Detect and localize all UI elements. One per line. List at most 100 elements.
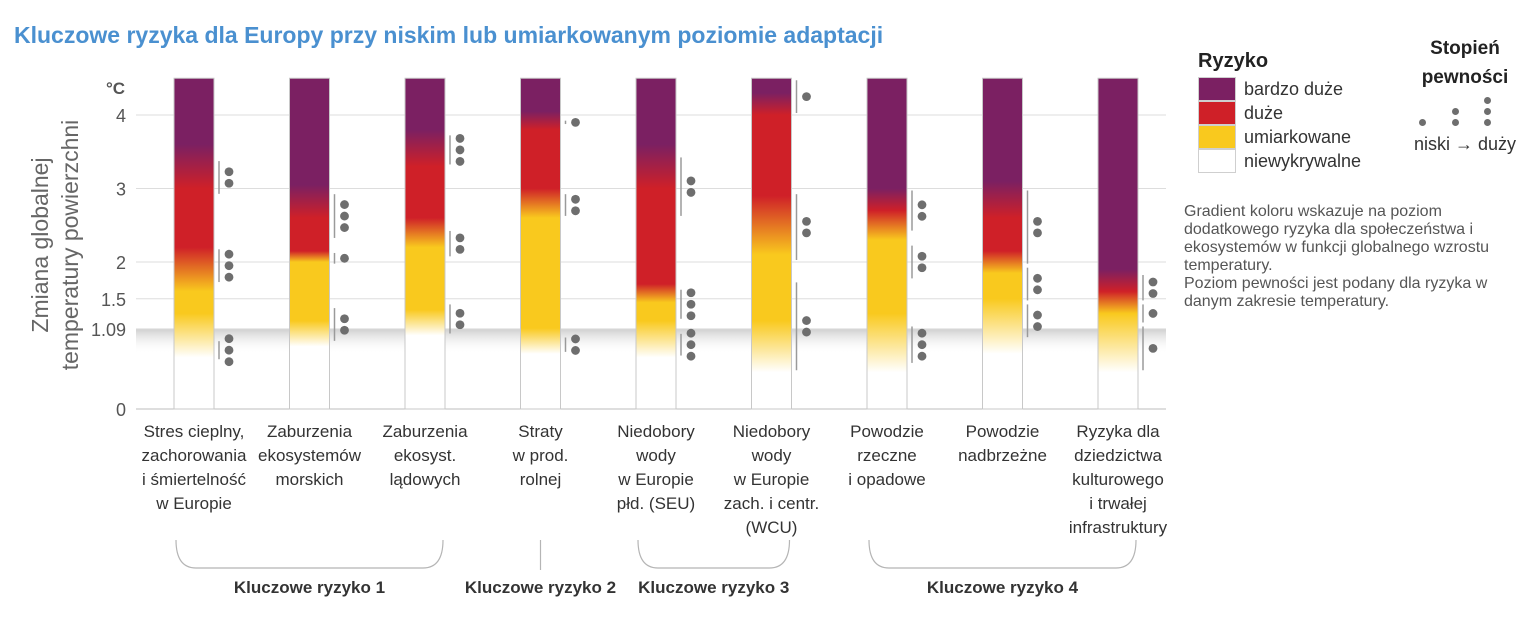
legend-title: Ryzyko [1198,50,1269,72]
confidence-dot [1033,310,1042,320]
confidence-dot [917,200,927,210]
legend-swatch-moderate [1198,125,1236,149]
group-label: Kluczowe ryzyko 2 [465,578,616,597]
confidence-legend: Stopień pewności niski → duży [1405,34,1525,155]
category-label: Zaburzenia ekosyst. lądowych [382,422,468,489]
category-label-line: zach. i centr. [724,494,819,513]
confidence-title-line1: Stopień [1430,38,1500,59]
confidence-low-dot [1419,119,1426,126]
confidence-dot [1148,289,1158,298]
category-label-line: Ryzyka dla [1076,422,1160,441]
group-label: Kluczowe ryzyko 3 [638,578,789,597]
confidence-dot [340,253,349,263]
y-axis-label-line1: Zmiana globalnej [27,157,53,332]
confidence-dot [455,134,465,143]
confidence-dot [1148,309,1158,318]
y-tick-label: 1.5 [101,290,126,310]
confidence-dot [340,223,349,232]
risk-bar [866,77,908,410]
note-paragraph-1: Gradient koloru wskazuje na poziom dodat… [1184,203,1490,274]
group-brace [175,539,444,569]
category-label-line: Zaburzenia [382,422,468,441]
confidence-dot [455,145,465,155]
confidence-dot [917,351,927,361]
explanation-note: Gradient koloru wskazuje na poziom dodat… [1184,203,1529,311]
confidence-title: Stopień pewności [1405,34,1525,92]
chart-title: Kluczowe ryzyka dla Europy przy niskim l… [14,22,884,48]
category-label-line: w Europie [155,494,232,513]
risk-bar [289,77,330,410]
group-brace [637,539,791,569]
legend-swatch-undetectable [1198,149,1236,173]
category-label: Powodzie nadbrzeżne [958,422,1047,465]
note-paragraph-2: Poziom pewności jest podany dla ryzyka w… [1184,275,1488,310]
risk-legend: Ryzyko bardzo duże duże umiarkowane niew… [1198,50,1398,173]
confidence-dot [571,334,580,344]
confidence-medium-dot [1452,119,1459,126]
confidence-dots-icon [1405,96,1525,134]
category-label: Zaburzenia ekosystemów morskich [258,422,362,489]
category-label: Stres cieplny, zachorowania i śmiertelność… [142,422,247,513]
legend-item-high: duże [1198,101,1398,125]
category-label: Powodzie rzeczne i opadowe [848,422,926,489]
category-label-line: lądowych [390,470,461,489]
confidence-high-dot [1484,108,1491,115]
confidence-title-line2: pewności [1421,67,1509,88]
confidence-dot [1033,273,1042,283]
risk-bar [520,77,561,410]
legend-item-moderate: umiarkowane [1198,125,1398,149]
category-label: Ryzyka dla dziedzictwa kulturowego i trwałe… [1069,422,1168,537]
confidence-dot [571,206,580,216]
category-label-line: infrastruktury [1069,518,1168,537]
category-label-line: w Europie [617,470,694,489]
confidence-dot [455,244,465,254]
risk-bar [404,77,446,410]
confidence-dot [686,311,696,321]
confidence-dot [686,340,696,350]
group-label: Kluczowe ryzyko 1 [234,578,385,597]
category-label-line: Zaburzenia [267,422,353,441]
confidence-dot [224,357,234,367]
legend-label-high: duże [1244,102,1284,123]
confidence-dot [224,249,234,259]
category-label-line: (WCU) [746,518,798,537]
y-tick-label: 1.09 [91,320,126,340]
confidence-dot [802,316,811,325]
confidence-dot [917,328,927,338]
legend-item-very-high: bardzo duże [1198,77,1398,101]
confidence-dot [917,340,927,350]
category-label: Niedobory wody w Europie zach. i centr. (WCU… [724,422,819,537]
legend-label-moderate: umiarkowane [1244,126,1352,147]
legend-label-undetectable: niewykrywalne [1244,150,1362,171]
confidence-dot [571,194,580,204]
group-brace [868,539,1137,569]
category-label-line: rzeczne [857,446,917,465]
legend-swatch-very-high [1198,77,1236,101]
confidence-high-dot [1484,119,1491,126]
confidence-dot [686,176,696,186]
confidence-medium-dot [1452,108,1459,115]
confidence-dot [224,345,234,355]
confidence-dot [224,167,234,177]
confidence-scale-label: niski → duży [1413,134,1517,154]
confidence-dot [917,251,927,261]
confidence-dot [340,325,349,335]
y-tick-label: 0 [116,400,126,420]
category-label-line: dziedzictwa [1074,446,1162,465]
category-label-line: rolnej [520,470,562,489]
category-label-line: wody [751,446,792,465]
y-tick-label: 4 [116,106,126,126]
confidence-dot [455,157,465,166]
confidence-dot [686,299,696,309]
confidence-dot [1148,277,1158,287]
legend-swatch-high [1198,101,1236,125]
confidence-dot [224,334,234,344]
legend-label-very-high: bardzo duże [1244,78,1344,99]
category-label-line: i trwałej [1089,494,1147,513]
confidence-dot [917,211,927,221]
risk-chart: 0 1.09 1.5 2 3 4 Stres cieplny, zachorowania i … [27,77,1168,597]
category-label-line: Straty [518,422,563,441]
category-label-line: kulturowego [1072,470,1164,489]
category-label-line: i śmiertelność [142,470,246,489]
category-label: Niedobory wody w Europie płd. (SEU) [617,422,695,513]
